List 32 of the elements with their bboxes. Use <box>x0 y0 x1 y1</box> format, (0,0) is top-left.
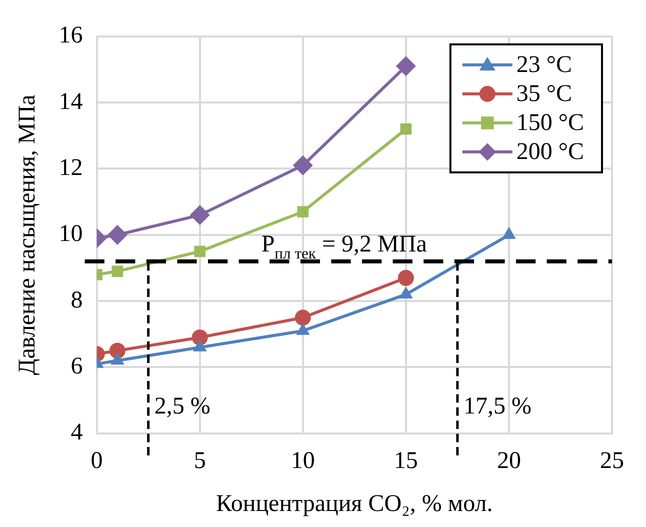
point <box>190 205 210 226</box>
ref-line-label: 2,5 % <box>154 393 210 420</box>
x-tick-label: 15 <box>394 448 418 474</box>
y-tick-label: 4 <box>70 420 83 446</box>
y-tick-label: 6 <box>70 354 83 380</box>
point <box>109 342 126 359</box>
y-axis-title: Давление насыщения, МПа <box>14 94 41 376</box>
x-tick-label: 10 <box>290 448 315 474</box>
y-tick-label: 10 <box>58 221 83 248</box>
legend-label: 150 °C <box>516 110 584 136</box>
point <box>107 224 128 245</box>
x-tick-label: 25 <box>600 448 624 474</box>
point <box>398 270 414 286</box>
legend-label: 200 °C <box>516 139 584 166</box>
point <box>294 310 311 326</box>
y-tick-label: 14 <box>58 88 83 115</box>
point <box>297 206 309 218</box>
x-tick-label: 20 <box>496 448 521 474</box>
x-axis-title: Концентрация CO₂, % мол. <box>216 490 493 517</box>
point <box>400 123 412 135</box>
y-tick-label: 8 <box>70 287 83 314</box>
legend-label: 23 °C <box>516 52 572 78</box>
y-tick-label: 16 <box>58 22 83 49</box>
ref-line-label: 17,5 % <box>463 393 532 420</box>
point <box>112 266 124 277</box>
y-tick-label: 12 <box>58 155 83 182</box>
point <box>396 56 416 76</box>
legend-label: 35 °C <box>516 81 572 108</box>
x-tick-label: 5 <box>194 448 206 474</box>
point <box>194 246 206 258</box>
x-tick-label: 0 <box>90 448 103 474</box>
point <box>292 155 313 176</box>
